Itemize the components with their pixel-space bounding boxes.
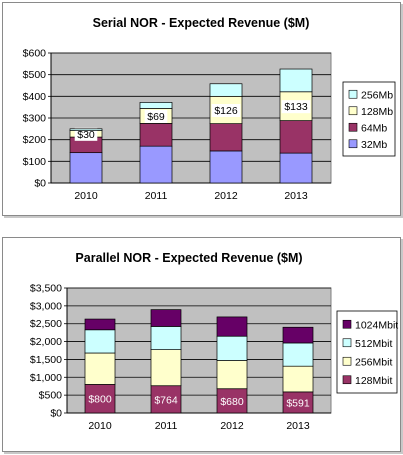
y-tick-label: $600: [23, 48, 47, 60]
bar-segment-512Mbit-2013: [282, 342, 314, 367]
bar-segment-128Mbit-2010: [84, 384, 116, 414]
x-tick-label: 2013: [286, 420, 310, 432]
x-tick-label: 2011: [155, 420, 178, 432]
legend-label: 128Mbit: [355, 375, 392, 387]
y-tick-label: $500: [39, 390, 63, 402]
data-label: $764: [154, 394, 178, 406]
y-tick-label: $100: [23, 156, 47, 168]
parallel-nor-chart: Parallel NOR - Expected Revenue ($M) $0 $…: [2, 237, 401, 452]
data-label-background: [281, 100, 311, 114]
data-label: $69: [147, 111, 165, 123]
data-label-background: [211, 103, 241, 117]
bar-segment-256Mb-2011: [139, 102, 173, 109]
legend-swatch: [348, 89, 358, 99]
plot-area: $0 $100 $200 $300 $400 $500 $600 $30 2010 $69 2011…: [23, 48, 332, 202]
data-label-background: [144, 109, 168, 123]
legend-label: 128Mb: [361, 106, 393, 118]
bar-segment-256Mb-2012: [209, 83, 243, 97]
serial-nor-chart-svg: Serial NOR - Expected Revenue ($M) $0 $10…: [23, 16, 396, 202]
legend-label: 256Mbit: [355, 356, 392, 368]
legend-label: 64Mb: [361, 122, 387, 134]
bar-segment-64Mb-2011: [139, 123, 173, 147]
x-tick-label: 2012: [220, 420, 244, 432]
y-tick-label: $300: [23, 113, 47, 125]
bar-segment-512Mbit-2011: [150, 326, 182, 350]
legend-swatch: [342, 338, 352, 348]
data-label: $126: [214, 105, 238, 117]
legend-swatch: [348, 106, 358, 116]
bar-segment-64Mb-2013: [279, 120, 313, 154]
bar-segment-64Mb-2012: [209, 123, 243, 152]
legend-swatch: [342, 375, 352, 385]
data-label: $591: [286, 397, 310, 409]
parallel-nor-chart-svg: Parallel NOR - Expected Revenue ($M) $0$…: [30, 251, 398, 432]
data-label: $30: [77, 129, 95, 141]
serial-nor-chart: Serial NOR - Expected Revenue ($M) $0 $10…: [2, 2, 401, 216]
bar-segment-1024Mbit-2013: [282, 326, 314, 344]
y-tick-label: $2,500: [30, 318, 62, 330]
bar-segment-256Mb-2010: [69, 128, 103, 131]
legend-swatch: [348, 122, 358, 132]
x-tick-label: 2010: [88, 420, 112, 432]
bar-segment-128Mbit-2012: [216, 388, 248, 414]
legend: 1024Mbit 512Mbit 256Mbit 128Mbit: [336, 310, 398, 394]
bar-segment-32Mb-2012: [209, 150, 243, 184]
data-label: $133: [284, 101, 308, 113]
y-tick-label: $0: [34, 178, 46, 190]
x-tick-label: 2011: [145, 190, 168, 202]
y-tick-label: $200: [23, 134, 47, 146]
y-tick-label: $0: [50, 408, 62, 420]
bar-segment-32Mb-2013: [279, 152, 313, 184]
y-tick-label: $1,500: [30, 354, 62, 366]
y-tick-label: $3,500: [30, 283, 62, 295]
chart-title: Parallel NOR - Expected Revenue ($M): [75, 251, 302, 265]
bar-segment-1024Mbit-2012: [216, 316, 248, 337]
bar-segment-256Mb-2013: [279, 68, 313, 93]
x-tick-label: 2012: [214, 190, 238, 202]
legend: 256Mb 128Mb 64Mb 32Mb: [342, 81, 396, 157]
bar-segment-128Mbit-2011: [150, 385, 182, 414]
legend-label: 512Mbit: [355, 338, 392, 350]
bar-segment-256Mbit-2012: [216, 360, 248, 390]
legend-swatch: [348, 139, 358, 149]
bar-segment-256Mbit-2013: [282, 365, 314, 393]
bar-segment-32Mb-2010: [69, 152, 103, 184]
x-tick-label: 2010: [74, 190, 98, 202]
bar-segment-32Mb-2011: [139, 145, 173, 184]
legend-label: 32Mb: [361, 139, 387, 151]
legend-swatch: [342, 319, 352, 329]
legend-label: 1024Mbit: [355, 319, 398, 331]
data-label: $680: [220, 396, 244, 408]
data-label: $800: [88, 394, 112, 406]
legend-swatch: [342, 356, 352, 366]
chart-title: Serial NOR - Expected Revenue ($M): [93, 16, 310, 30]
bar-segment-256Mbit-2011: [150, 349, 182, 387]
bar-segment-256Mbit-2010: [84, 352, 116, 385]
y-tick-label: $1,000: [30, 372, 62, 384]
y-tick-label: $400: [23, 91, 47, 103]
bar-segment-512Mbit-2012: [216, 335, 248, 361]
y-tick-label: $2,000: [30, 336, 62, 348]
plot-area: $0 $500 $1,000 $1,500 $2,000 $2,500 $3,000 $3,5…: [30, 283, 332, 432]
legend-label: 256Mb: [361, 89, 393, 101]
bar-segment-1024Mbit-2011: [150, 309, 182, 327]
data-label-background: [74, 127, 98, 141]
y-tick-label: $3,000: [30, 300, 62, 312]
bar-segment-512Mbit-2010: [84, 329, 116, 354]
bar-segment-1024Mbit-2010: [84, 318, 116, 331]
x-tick-label: 2013: [284, 190, 308, 202]
y-tick-label: $500: [23, 69, 47, 81]
